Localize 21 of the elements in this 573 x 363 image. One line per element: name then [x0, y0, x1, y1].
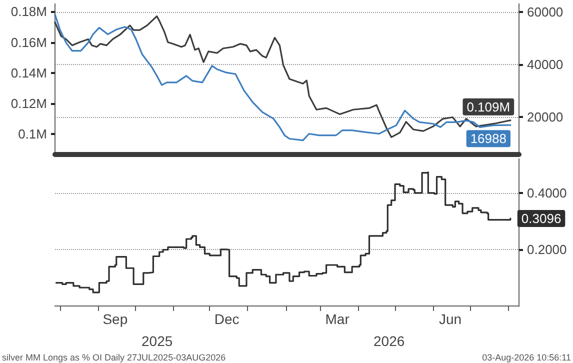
data-label: 0.109M [466, 99, 510, 114]
y-tick-label: 0.14M [10, 65, 47, 80]
x-tick-label: Jun [438, 311, 462, 327]
y-tick-label: 0.1M [18, 126, 47, 142]
text: silver MM Longs as % OI Daily 27JUL2025-03AUG2026 [2, 352, 226, 362]
text: 2025 [142, 333, 173, 349]
y-tick-label: 0.12M [10, 96, 47, 111]
data-label: 16988 [470, 131, 506, 146]
data-label: 0.3096 [521, 210, 562, 226]
y-tick-label: 0.16M [10, 34, 47, 50]
y-tick-label: 0.4000 [527, 185, 567, 200]
text: 03-Aug-2026 10:56:11 [482, 352, 571, 362]
x-tick-label: Mar [325, 311, 350, 327]
text: 2026 [374, 333, 405, 349]
y-tick-label: 0.2000 [527, 242, 567, 257]
x-tick-label: Sep [102, 311, 128, 327]
y-tick-label: 0.18M [10, 4, 47, 20]
x-tick-label: Dec [214, 311, 240, 327]
y2-tick-label: 40000 [527, 57, 564, 72]
y2-tick-label: 20000 [527, 110, 564, 125]
y2-tick-label: 60000 [527, 4, 564, 20]
